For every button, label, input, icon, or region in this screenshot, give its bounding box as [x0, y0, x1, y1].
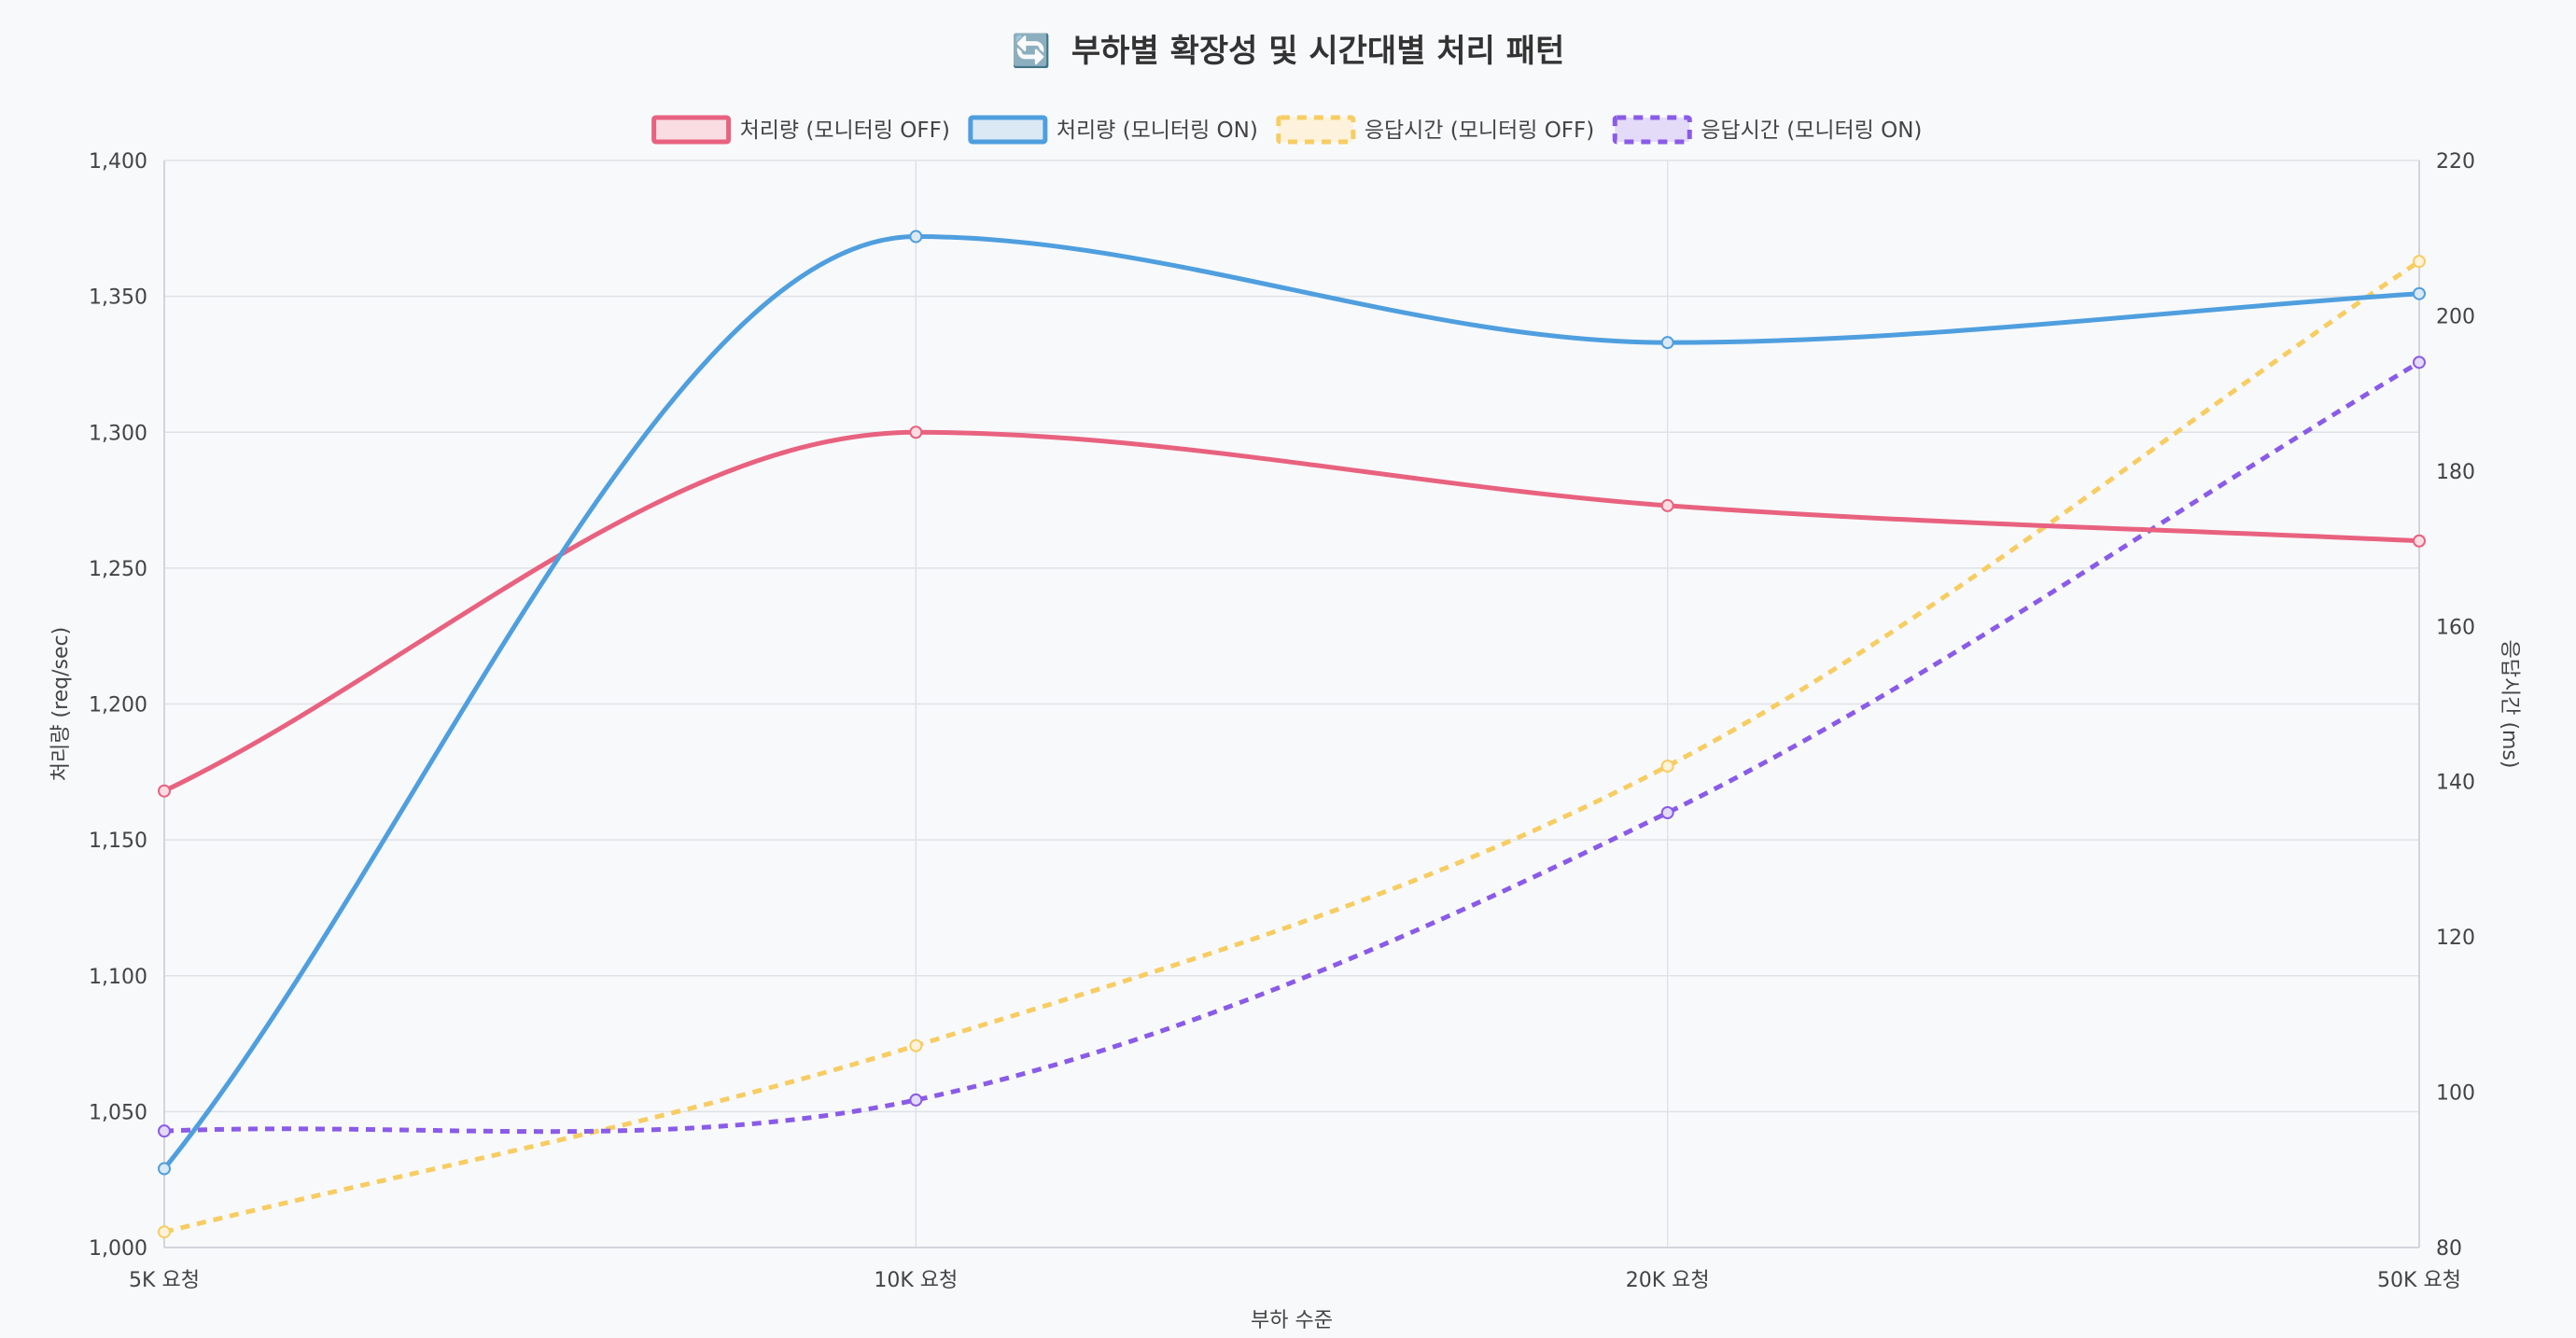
- x-tick-label: 5K 요청: [129, 1269, 200, 1292]
- y-tick-label-left: 1,200: [89, 694, 147, 718]
- series-4: [158, 355, 2426, 1138]
- y-tick-label-right: 160: [2436, 616, 2475, 639]
- y-tick-label-left: 1,100: [89, 966, 147, 989]
- data-point[interactable]: [2413, 534, 2426, 548]
- data-point[interactable]: [2413, 286, 2426, 300]
- data-point[interactable]: [1660, 498, 1674, 512]
- data-point[interactable]: [158, 1124, 171, 1138]
- legend-item-4[interactable]: 응답시간 (모니터링 ON): [1612, 115, 1922, 145]
- series-line: [163, 259, 2421, 1234]
- legend-item-2[interactable]: 처리량 (모니터링 ON): [968, 115, 1258, 145]
- data-point[interactable]: [2413, 255, 2426, 269]
- legend: 처리량 (모니터링 OFF) 처리량 (모니터링 ON) 응답시간 (모니터링 OF…: [651, 115, 1922, 145]
- y-tick-label-left: 1,300: [89, 422, 147, 445]
- y-tick-label-right: 80: [2436, 1237, 2462, 1261]
- legend-swatch: [651, 115, 732, 145]
- y-axis-title-right: 응답시간 (ms): [2498, 639, 2521, 768]
- legend-swatch: [1612, 115, 1692, 145]
- y-tick-label-left: 1,350: [89, 286, 147, 310]
- refresh-icon: 🔄: [1012, 33, 1051, 70]
- y-tick-label-left: 1,050: [89, 1101, 147, 1124]
- x-tick-label: 20K 요청: [1626, 1269, 1710, 1292]
- y-tick-label-right: 180: [2436, 461, 2475, 484]
- chart-title-text: 부하별 확장성 및 시간대별 처리 패턴: [1071, 33, 1564, 70]
- y-tick-label-right: 200: [2436, 305, 2475, 328]
- data-point[interactable]: [158, 1225, 171, 1239]
- x-tick-label: 10K 요청: [874, 1269, 958, 1292]
- legend-item-3[interactable]: 응답시간 (모니터링 OFF): [1276, 115, 1594, 145]
- data-point[interactable]: [158, 784, 171, 798]
- y-tick-label-right: 220: [2436, 150, 2475, 174]
- series-group: [158, 230, 2426, 1239]
- y-tick-label-right: 120: [2436, 927, 2475, 950]
- y-tick-label-right: 100: [2436, 1082, 2475, 1106]
- legend-swatch: [968, 115, 1048, 145]
- data-point[interactable]: [909, 1038, 923, 1052]
- x-axis-title: 부하 수준: [1251, 1309, 1333, 1332]
- series-3: [158, 255, 2426, 1239]
- data-point[interactable]: [2413, 355, 2426, 369]
- data-point[interactable]: [1660, 336, 1674, 350]
- series-line: [163, 360, 2421, 1135]
- y-tick-label-right: 140: [2436, 772, 2475, 795]
- data-point[interactable]: [1660, 760, 1674, 774]
- data-point[interactable]: [909, 1093, 923, 1107]
- y-tick-label-left: 1,000: [89, 1237, 147, 1261]
- series-2: [158, 230, 2426, 1176]
- axes: 1,000 1,050 1,100 1,150 1,200 1,250 1,300 1,350…: [49, 150, 2521, 1332]
- series-line: [162, 429, 2420, 793]
- data-point[interactable]: [909, 425, 923, 439]
- legend-label: 응답시간 (모니터링 OFF): [1365, 118, 1594, 143]
- data-point[interactable]: [158, 1162, 171, 1176]
- data-point[interactable]: [909, 230, 923, 244]
- series-line: [162, 234, 2420, 1171]
- chart-title: 🔄 부하별 확장성 및 시간대별 처리 패턴: [1012, 33, 1565, 70]
- y-tick-label-left: 1,400: [89, 150, 147, 174]
- x-tick-label: 50K 요청: [2377, 1269, 2461, 1292]
- data-point[interactable]: [1660, 806, 1674, 819]
- legend-label: 처리량 (모니터링 OFF): [740, 118, 950, 143]
- y-tick-label-left: 1,150: [89, 829, 147, 853]
- series-1: [158, 425, 2426, 798]
- legend-label: 처리량 (모니터링 ON): [1057, 118, 1258, 143]
- y-axis-title-left: 처리량 (req/sec): [49, 627, 73, 781]
- legend-label: 응답시간 (모니터링 ON): [1701, 118, 1922, 143]
- y-tick-label-left: 1,250: [89, 558, 147, 581]
- legend-item-1[interactable]: 처리량 (모니터링 OFF): [651, 115, 950, 145]
- legend-swatch: [1276, 115, 1356, 145]
